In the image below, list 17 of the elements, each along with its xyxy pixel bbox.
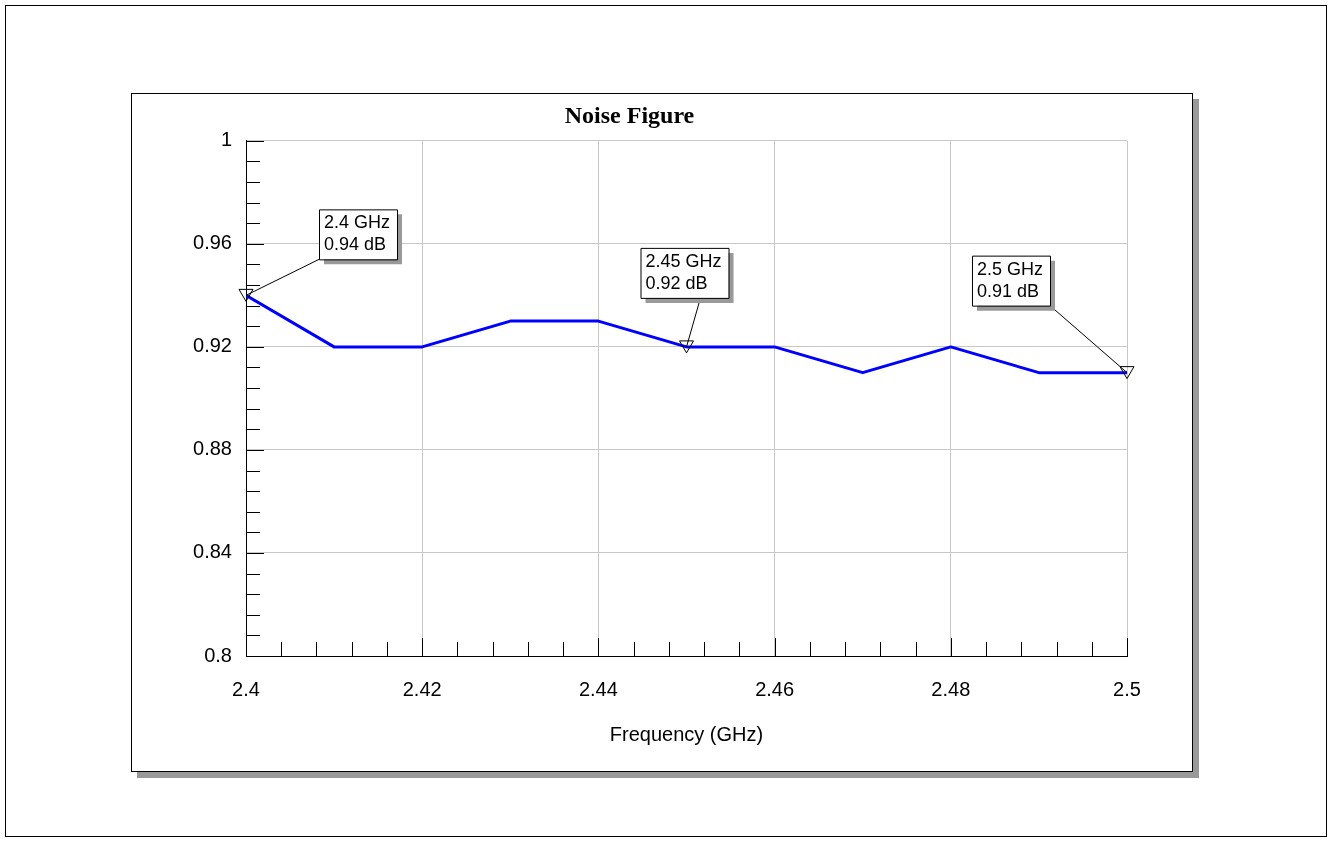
chart-title: Noise Figure <box>564 101 695 128</box>
y-tick-label: 0.88 <box>193 437 232 460</box>
x-axis-title: Frequency (GHz) <box>609 722 764 745</box>
y-tick-label: 0.84 <box>193 540 232 563</box>
y-tick-label: 0.92 <box>193 334 232 357</box>
y-tick-label: 0.96 <box>193 231 232 254</box>
x-tick-label: 2.48 <box>931 677 971 700</box>
x-tick-label: 2.42 <box>402 677 442 700</box>
y-tick-label: 1 <box>220 128 232 151</box>
x-tick-label: 2.4 <box>232 677 260 700</box>
x-tick-label: 2.44 <box>578 677 618 700</box>
annotation: 2.45 GHz 0.92 dB <box>645 250 722 293</box>
annotation: 2.4 GHz 0.94 dB <box>324 212 391 255</box>
x-tick-label: 2.46 <box>755 677 795 700</box>
y-tick-label: 0.8 <box>204 643 232 666</box>
annotation: 2.5 GHz 0.91 dB <box>976 258 1044 301</box>
x-tick-label: 2.5 <box>1113 677 1141 700</box>
